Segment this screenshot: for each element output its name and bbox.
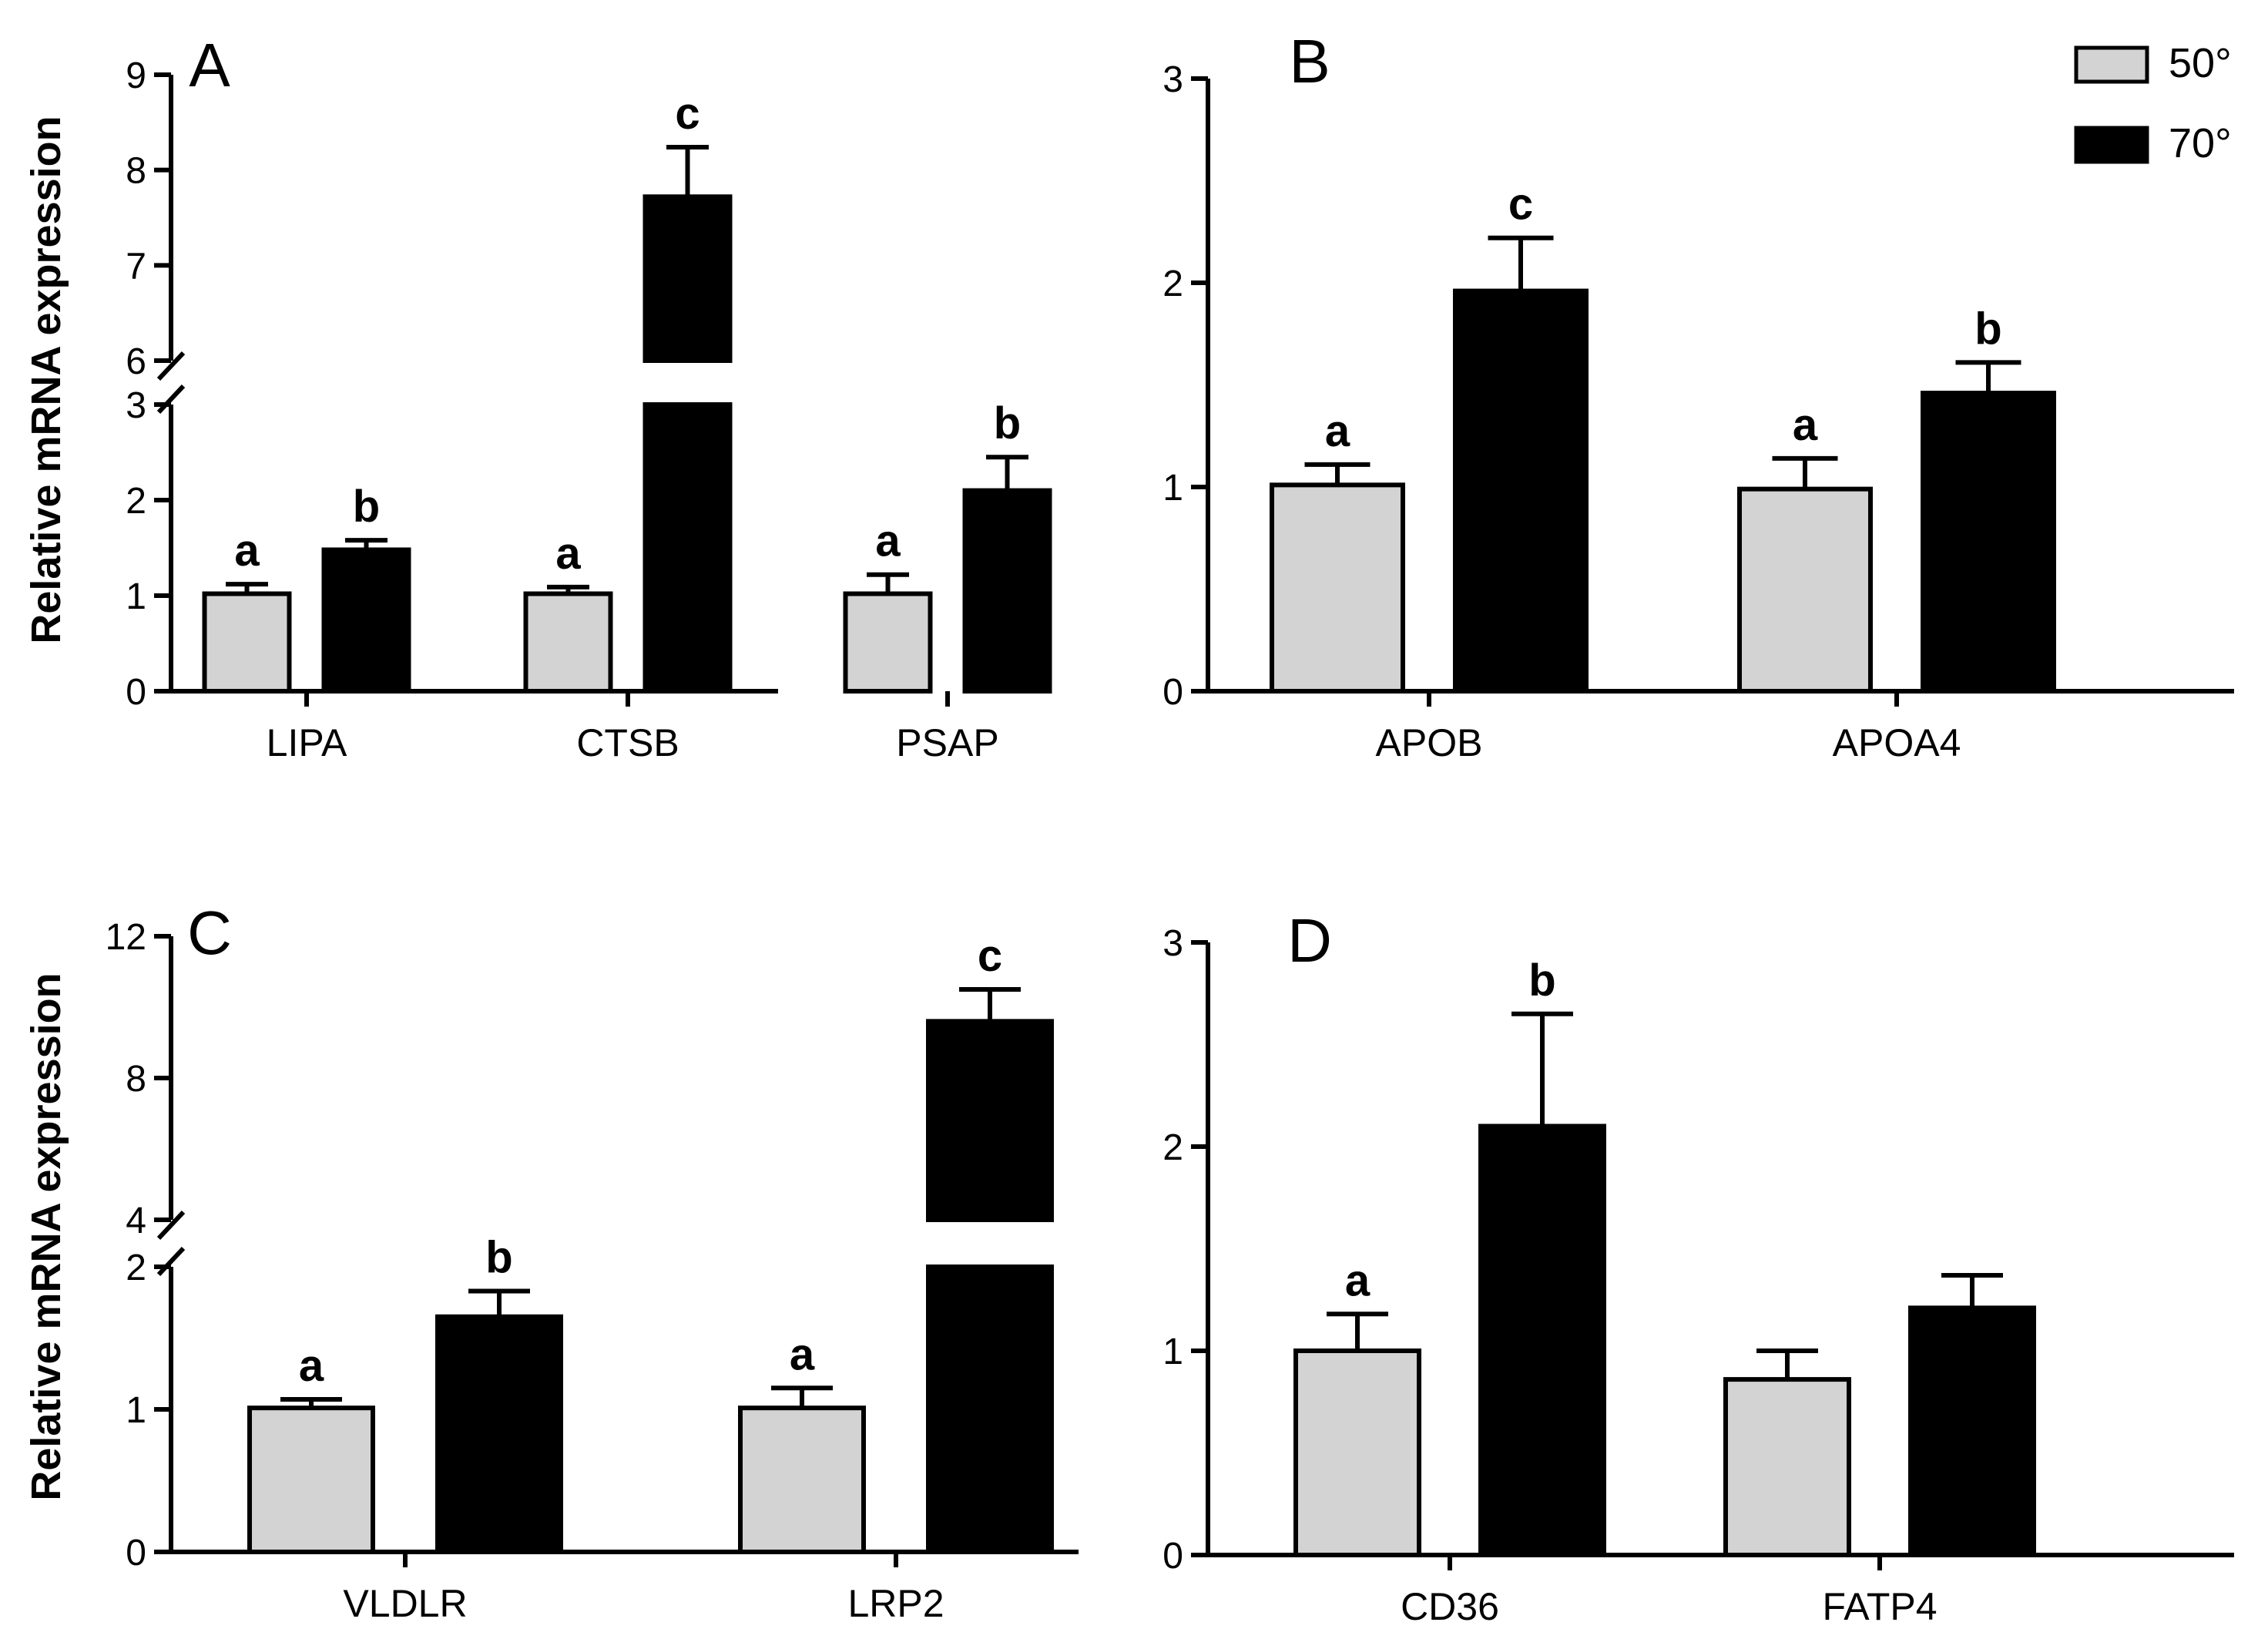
y-tick-label: 3	[126, 385, 146, 426]
category-label-lipa: LIPA	[267, 721, 347, 764]
legend: 50° 70°	[2074, 40, 2232, 166]
y-tick-label: 0	[1163, 672, 1183, 713]
bar-apoa4-70	[1921, 391, 2056, 694]
bar-lrp2-50	[738, 1406, 866, 1555]
category-label-ctsb: CTSB	[576, 721, 679, 764]
significance-label: a	[1345, 1255, 1371, 1305]
y-tick-label: 3	[1163, 923, 1183, 964]
y-tick-label: 0	[1163, 1536, 1183, 1577]
y-tick-label: 3	[1163, 59, 1183, 100]
panel-letter: B	[1289, 27, 1330, 96]
bar-apob-70	[1453, 288, 1589, 694]
category-label-apoa4: APOA4	[1833, 721, 1961, 764]
category-label-lrp2: LRP2	[847, 1582, 944, 1625]
y-tick-label: 9	[126, 55, 146, 96]
y-tick-label: 2	[1163, 264, 1183, 304]
y-tick-label: 1	[1163, 468, 1183, 509]
legend-label-70: 70°	[2169, 120, 2232, 166]
bar-psap-70	[962, 488, 1052, 694]
bar-lipa-50	[202, 591, 292, 694]
significance-label: b	[1528, 956, 1555, 1006]
category-label-vldlr: VLDLR	[343, 1582, 467, 1625]
axis-break-mark	[156, 1210, 186, 1241]
y-tick-label: 6	[126, 341, 146, 382]
y-tick-label: 2	[126, 481, 146, 522]
y-axis-title: Relative mRNA expression	[23, 116, 69, 643]
category-label-fatp4: FATP4	[1822, 1585, 1937, 1628]
significance-label: a	[790, 1329, 815, 1379]
significance-label: c	[675, 89, 700, 139]
significance-label: a	[234, 526, 260, 576]
axis-break-mark	[156, 1246, 186, 1277]
y-tick-label: 4	[126, 1201, 146, 1241]
significance-label: a	[555, 529, 581, 579]
legend-swatch-50	[2074, 45, 2149, 84]
bar-lrp2-70-upper	[926, 1019, 1054, 1223]
panel-a: 0 1 2 36 7 8 9 A LIPA a b CTSB a c PSAP a b	[126, 31, 1052, 764]
y-tick-label: 2	[126, 1248, 146, 1288]
significance-label: a	[875, 516, 901, 566]
y-tick-label: 8	[126, 1059, 146, 1100]
panel-letter: A	[189, 31, 230, 99]
panel-letter: D	[1287, 906, 1332, 975]
bar-ctsb-70-upper	[642, 194, 733, 363]
significance-label: b	[353, 482, 380, 532]
axis-break-mark	[156, 351, 186, 381]
y-tick-label: 1	[1163, 1332, 1183, 1372]
significance-label: a	[1793, 400, 1818, 450]
y-tick-label: 8	[126, 151, 146, 192]
bar-vldlr-50	[247, 1406, 375, 1555]
y-tick-label: 2	[1163, 1127, 1183, 1168]
category-label-apob: APOB	[1376, 721, 1483, 764]
category-label-psap: PSAP	[896, 721, 998, 764]
panel-letter: C	[187, 898, 232, 967]
y-tick-label: 7	[126, 246, 146, 287]
bar-apob-50	[1270, 482, 1405, 694]
significance-label: a	[1325, 406, 1350, 456]
bar-cd36-50	[1293, 1348, 1421, 1557]
significance-label: c	[978, 931, 1002, 981]
legend-swatch-70	[2074, 126, 2149, 164]
y-tick-label: 12	[106, 917, 146, 958]
legend-label-50: 50°	[2169, 40, 2232, 86]
significance-label: a	[299, 1341, 324, 1391]
bar-apoa4-50	[1737, 486, 1873, 694]
bar-fatp4-50	[1723, 1377, 1851, 1557]
significance-label: b	[485, 1232, 512, 1282]
bar-cd36-70	[1478, 1123, 1606, 1557]
category-label-cd36: CD36	[1401, 1585, 1499, 1628]
y-tick-label: 0	[126, 672, 146, 713]
bar-lrp2-70-lower	[926, 1265, 1054, 1554]
significance-label: c	[1508, 180, 1533, 230]
bar-ctsb-50	[523, 591, 613, 694]
panel-d: 0 1 2 3 D CD36 a b FATP4	[1163, 906, 2234, 1628]
y-tick-label: 0	[126, 1533, 146, 1574]
bar-vldlr-70	[435, 1314, 563, 1554]
bar-lipa-70	[321, 547, 411, 694]
y-tick-label: 1	[126, 1390, 146, 1431]
bar-fatp4-70	[1908, 1305, 2036, 1557]
y-tick-label: 1	[126, 576, 146, 617]
significance-label: b	[1974, 304, 2001, 354]
y-axis-title: Relative mRNA expression	[23, 972, 69, 1500]
significance-label: b	[994, 398, 1021, 448]
axis-break-mark	[156, 384, 186, 415]
bar-psap-50	[843, 591, 933, 694]
bar-ctsb-70-lower	[642, 402, 733, 694]
panel-b: 0 1 2 3 B APOB a c APOA4 a b	[1163, 27, 2234, 764]
